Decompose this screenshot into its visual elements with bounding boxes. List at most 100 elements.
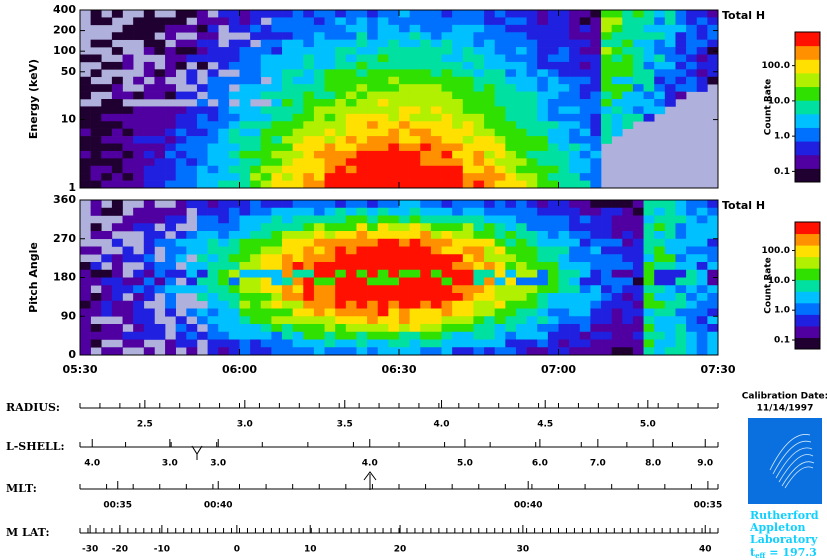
spectrogram-cell	[165, 158, 176, 167]
spectrogram-cell	[367, 128, 379, 137]
spectrogram-cell	[313, 316, 325, 325]
spectrogram-cell	[282, 262, 293, 271]
spectrogram-cell	[345, 76, 357, 85]
spectrogram-cell	[196, 277, 208, 286]
spectrogram-cell	[196, 150, 208, 159]
spectrogram-cell	[101, 113, 113, 122]
spectrogram-cell	[441, 300, 453, 309]
spectrogram-cell	[537, 262, 549, 271]
spectrogram-cell	[175, 24, 187, 33]
spectrogram-cell	[622, 231, 634, 240]
spectrogram-cell	[537, 32, 549, 40]
spectrogram-cell	[686, 10, 698, 18]
spectrogram-cell	[313, 136, 325, 144]
spectrogram-cell	[228, 91, 240, 100]
spectrogram-cell	[228, 223, 240, 232]
spectrogram-cell	[420, 24, 432, 33]
spectrogram-cell	[282, 39, 293, 48]
spectrogram-cell	[165, 207, 176, 216]
spectrogram-cell	[441, 331, 453, 340]
spectrogram-cell	[590, 300, 602, 309]
spectrogram-cell	[579, 262, 591, 271]
spectrogram-cell	[292, 128, 304, 137]
spectrogram-cell	[462, 91, 474, 100]
spectrogram-cell	[345, 180, 357, 189]
spectrogram-cell	[611, 113, 623, 122]
spectrogram-cell	[175, 269, 187, 278]
spectrogram-cell	[696, 54, 708, 63]
spectrogram-cell	[271, 223, 283, 232]
spectrogram-cell	[260, 180, 272, 189]
spectrogram-cell	[579, 54, 591, 63]
spectrogram-cell	[686, 39, 698, 48]
spectrogram-cell	[165, 143, 176, 152]
spectrogram-cell	[420, 324, 432, 333]
spectrogram-cell	[175, 173, 187, 181]
spectrogram-cell	[537, 54, 549, 63]
spectrogram-cell	[473, 285, 485, 294]
spectrogram-cell	[196, 238, 208, 247]
spectrogram-cell	[388, 207, 400, 216]
spectrogram-cell	[515, 293, 527, 302]
spectrogram-cell	[399, 69, 410, 78]
spectrogram-cell	[399, 54, 410, 63]
spectrogram-cell	[282, 113, 293, 122]
spectrogram-cell	[675, 324, 687, 333]
spectrogram-cell	[122, 121, 134, 129]
spectrogram-cell	[696, 308, 708, 317]
spectrogram-cell	[632, 254, 644, 263]
colorbar-swatch	[795, 100, 820, 115]
y-tick-label: 90	[61, 309, 77, 322]
spectrogram-cell	[569, 200, 581, 209]
spectrogram-cell	[260, 293, 272, 302]
spectrogram-cell	[303, 293, 315, 302]
spectrogram-cell	[377, 269, 389, 278]
spectrogram-cell	[537, 113, 549, 122]
spectrogram-cell	[505, 180, 517, 189]
spectrogram-cell	[569, 69, 581, 78]
colorbar-swatch	[795, 256, 820, 269]
spectrogram-cell	[547, 143, 559, 152]
spectrogram-cell	[282, 69, 293, 78]
spectrogram-cell	[601, 269, 612, 278]
spectrogram-cell	[335, 347, 347, 356]
spectrogram-cell	[80, 173, 91, 181]
spectrogram-cell	[643, 262, 655, 271]
spectrogram-cell	[271, 324, 283, 333]
spectrogram-cell	[324, 246, 336, 255]
spectrogram-cell	[271, 17, 283, 26]
spectrogram-cell	[101, 158, 113, 167]
spectrogram-cell	[377, 121, 389, 129]
spectrogram-cell	[292, 54, 304, 63]
spectrogram-cell	[186, 76, 198, 85]
spectrogram-cell	[207, 24, 219, 33]
spectrogram-cell	[441, 24, 453, 33]
spectrogram-cell	[292, 347, 304, 356]
spectrogram-cell	[430, 246, 442, 255]
spectrogram-cell	[664, 207, 676, 216]
spectrogram-cell	[569, 158, 581, 167]
spectrogram-cell	[622, 246, 634, 255]
spectrogram-cell	[271, 128, 283, 137]
spectrogram-cell	[250, 215, 262, 224]
spectrogram-cell	[409, 69, 421, 78]
spectrogram-cell	[80, 143, 91, 152]
spectrogram-cell	[367, 165, 379, 174]
spectrogram-cell	[111, 223, 123, 232]
spectrogram-cell	[452, 200, 464, 209]
spectrogram-cell	[260, 10, 272, 18]
spectrogram-cell	[686, 277, 698, 286]
spectrogram-cell	[250, 331, 262, 340]
spectrogram-cell	[579, 215, 591, 224]
spectrogram-cell	[239, 84, 251, 92]
spectrogram-cell	[80, 84, 91, 92]
spectrogram-cell	[388, 76, 400, 85]
spectrogram-cell	[90, 106, 102, 115]
spectrogram-cell	[90, 136, 102, 144]
spectrogram-cell	[409, 136, 421, 144]
spectrogram-cell	[409, 113, 421, 122]
spectrogram-cell	[611, 269, 623, 278]
spectrogram-cell	[143, 285, 155, 294]
spectrogram-cell	[494, 113, 506, 122]
spectrogram-cell	[239, 238, 251, 247]
